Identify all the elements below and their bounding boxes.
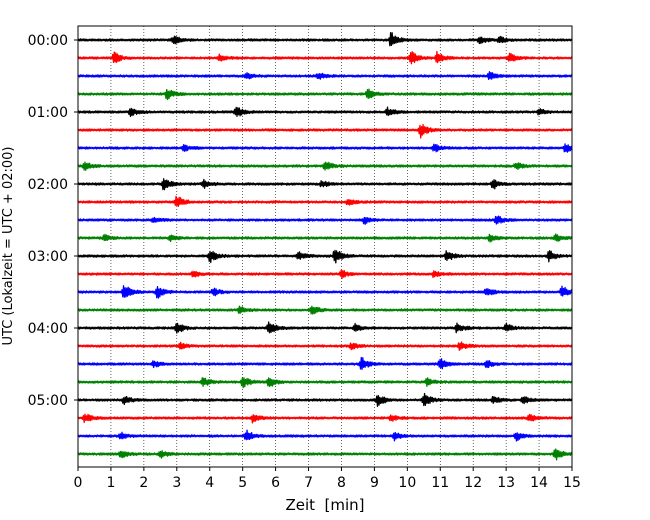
y-tick-label: 00:00: [28, 33, 68, 49]
trace-0000: [77, 32, 573, 47]
y-tick-label: 03:00: [28, 249, 68, 265]
y-axis: 00:00 01:00 02:00 03:00 04:00 05:00: [28, 33, 78, 409]
x-axis-label: Zeit [min]: [285, 496, 364, 514]
trace-0245: [77, 233, 573, 243]
x-tick-label: 10: [398, 475, 416, 491]
trace-group: [77, 32, 573, 461]
x-tick-label: 0: [74, 475, 83, 491]
trace-0115: [77, 123, 573, 139]
x-tick-label: 3: [172, 475, 181, 491]
x-tick-label: 14: [530, 475, 548, 491]
x-tick-label: 13: [497, 475, 515, 491]
trace-0300: [77, 249, 573, 264]
x-tick-label: 6: [271, 475, 280, 491]
y-tick-label: 05:00: [28, 393, 68, 409]
trace-0545: [77, 448, 573, 461]
trace-0215: [77, 195, 573, 207]
trace-0500: [77, 392, 573, 407]
y-tick-label: 01:00: [28, 105, 68, 121]
trace-0430: [77, 356, 573, 370]
x-tick-label: 11: [431, 475, 449, 491]
x-tick-label: 9: [370, 475, 379, 491]
y-tick-label: 04:00: [28, 321, 68, 337]
x-axis: 0 1 2 3 4 5 6 7 8 9 10 11 12 13 14 15: [74, 467, 581, 491]
x-tick-label: 8: [337, 475, 346, 491]
trace-0230: [77, 215, 573, 225]
trace-0330: [77, 285, 573, 299]
x-tick-label: 5: [238, 475, 247, 491]
x-tick-label: 12: [464, 475, 482, 491]
trace-0100: [77, 106, 573, 118]
trace-0445: [77, 377, 573, 389]
trace-0200: [77, 178, 573, 191]
x-tick-label: 1: [106, 475, 115, 491]
trace-0130: [77, 143, 573, 153]
trace-0315: [77, 269, 573, 280]
trace-0345: [77, 305, 573, 315]
trace-0045: [77, 88, 573, 101]
x-tick-label: 2: [139, 475, 148, 491]
trace-0030: [77, 71, 573, 81]
trace-0530: [77, 429, 573, 442]
plot-frame: [77, 25, 573, 468]
x-tick-label: 7: [304, 475, 313, 491]
trace-0400: [77, 321, 573, 334]
y-axis-label: UTC (Lokalzeit = UTC + 02:00): [1, 147, 16, 346]
trace-0145: [77, 161, 573, 171]
x-tick-label: 15: [563, 475, 581, 491]
x-tick-label: 4: [205, 475, 214, 491]
trace-0415: [77, 341, 573, 351]
plot-background: [78, 26, 572, 467]
trace-0015: [77, 50, 573, 65]
trace-0515: [77, 413, 573, 424]
y-tick-label: 02:00: [28, 177, 68, 193]
